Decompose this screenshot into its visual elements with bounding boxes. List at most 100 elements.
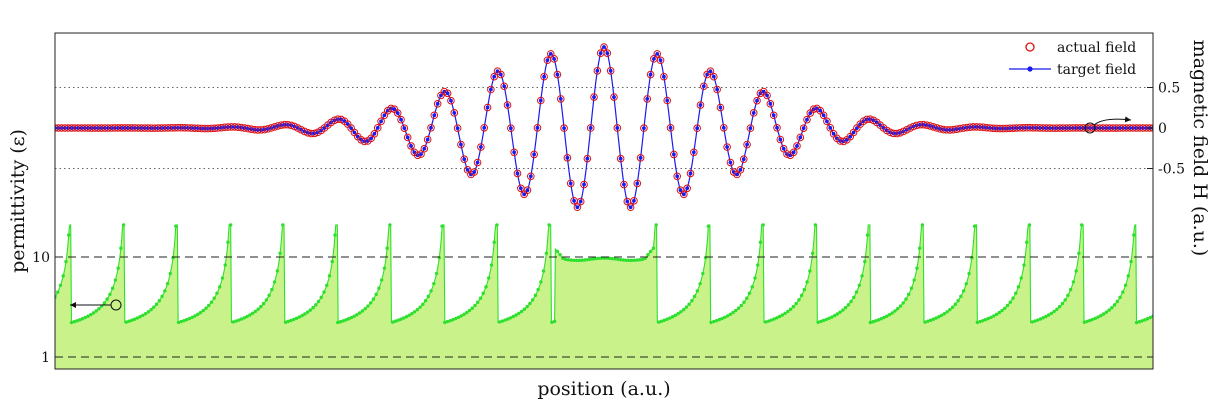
actual-field-point — [739, 155, 748, 164]
permittivity-point — [179, 319, 183, 324]
permittivity-point — [821, 318, 826, 323]
actual-field-point — [726, 158, 735, 167]
actual-field-point — [743, 140, 751, 149]
actual-field-point — [586, 124, 595, 132]
target-field-point — [715, 87, 720, 92]
permittivity-point — [344, 318, 348, 322]
actual-field-point — [556, 95, 565, 103]
permittivity-point — [401, 316, 406, 320]
left-tick-label: 10 — [32, 250, 50, 266]
permittivity-point — [1046, 313, 1051, 317]
permittivity-point — [132, 317, 137, 321]
permittivity-point — [648, 249, 653, 254]
permittivity-point — [1071, 280, 1076, 284]
permittivity-point — [1014, 291, 1018, 295]
target-field-point — [701, 84, 706, 89]
target-field-point — [325, 123, 330, 127]
permittivity-point — [808, 269, 812, 273]
permittivity-point — [1027, 223, 1032, 227]
permittivity-point — [670, 315, 675, 319]
permittivity-point — [547, 223, 551, 227]
permittivity-point — [220, 276, 225, 280]
permittivity-point — [528, 301, 532, 306]
permittivity-point — [1090, 317, 1095, 322]
permittivity-point — [777, 314, 782, 319]
permittivity-point — [577, 258, 581, 263]
permittivity-point — [1148, 315, 1152, 320]
actual-field-point — [819, 111, 828, 120]
permittivity-point — [885, 314, 889, 318]
permittivity-point — [857, 283, 861, 287]
field-series — [55, 43, 1153, 212]
permittivity-point — [143, 311, 148, 316]
permittivity-point — [975, 320, 980, 325]
target-field-point — [405, 135, 410, 140]
actual-field-point — [716, 103, 725, 112]
permittivity-point — [791, 304, 796, 309]
target-field-point — [638, 155, 643, 160]
actual-field-point — [370, 130, 379, 138]
permittivity-point — [467, 308, 472, 313]
permittivity-point — [462, 312, 466, 317]
actual-field-point — [646, 70, 655, 79]
permittivity-point — [758, 240, 763, 244]
permittivity-point — [1104, 310, 1109, 314]
permittivity-point — [347, 317, 351, 321]
permittivity-point — [198, 310, 203, 315]
permittivity-point — [1132, 233, 1136, 237]
permittivity-point — [1088, 318, 1092, 323]
permittivity-point — [712, 319, 716, 324]
target-field-point — [805, 117, 809, 122]
target-field-point — [435, 101, 440, 106]
permittivity-point — [190, 315, 194, 319]
permittivity-point — [1005, 303, 1010, 308]
permittivity-point — [289, 318, 293, 323]
actual-field-point — [763, 91, 771, 100]
permittivity-point — [786, 309, 790, 314]
permittivity-point — [956, 299, 960, 303]
annotation-circle-right — [1084, 122, 1096, 134]
right-axis-annotation — [1084, 116, 1132, 134]
permittivity-point — [769, 318, 774, 322]
permittivity-point — [937, 315, 941, 319]
permittivity-point — [407, 313, 411, 317]
permittivity-point — [621, 258, 625, 262]
target-field-point — [545, 58, 550, 63]
permittivity-point — [904, 297, 908, 301]
target-field-point — [871, 118, 876, 123]
permittivity-point — [659, 319, 664, 323]
target-field-point — [821, 113, 826, 118]
permittivity-point — [764, 320, 768, 324]
permittivity-point — [552, 319, 557, 324]
permittivity-point — [926, 319, 930, 323]
target-field-point — [592, 95, 596, 99]
permittivity-point — [341, 319, 345, 323]
permittivity-point — [953, 302, 958, 306]
permittivity-point — [887, 312, 892, 317]
permittivity-point — [196, 312, 200, 317]
target-field-point — [542, 74, 547, 79]
permittivity-point — [734, 308, 738, 313]
permittivity-point — [695, 289, 700, 293]
permittivity-point — [385, 246, 389, 250]
actual-field-point — [540, 72, 548, 81]
target-field-point — [409, 144, 413, 148]
permittivity-point — [997, 310, 1001, 315]
permittivity-point — [264, 298, 269, 302]
target-field-point — [815, 106, 819, 111]
permittivity-point — [533, 293, 538, 298]
target-field-point — [505, 103, 510, 107]
permittivity-point — [176, 320, 181, 325]
permittivity-point — [1063, 298, 1067, 302]
permittivity-point — [561, 256, 565, 261]
permittivity-point — [731, 310, 735, 315]
actual-field-point — [580, 180, 588, 189]
permittivity-point — [168, 271, 172, 276]
target-field-point — [675, 174, 680, 179]
target-field-point — [605, 51, 610, 56]
actual-field-point — [789, 148, 798, 157]
permittivity-point — [86, 314, 90, 318]
permittivity-point — [1044, 314, 1048, 319]
permittivity-point — [399, 317, 403, 321]
permittivity-point — [1060, 301, 1065, 306]
